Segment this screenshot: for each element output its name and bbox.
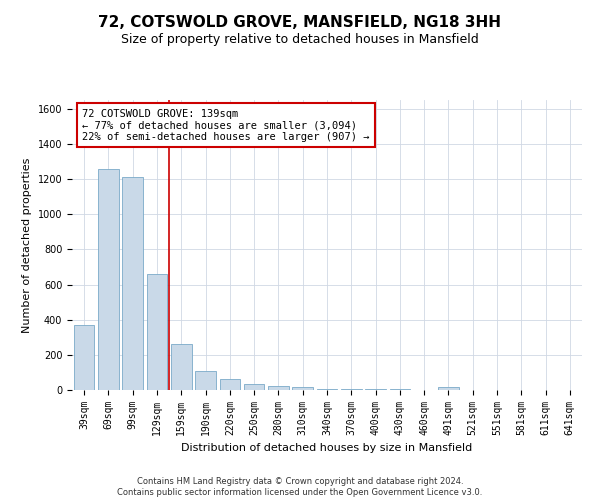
Bar — [122, 178, 143, 390]
Y-axis label: Number of detached properties: Number of detached properties — [22, 158, 32, 332]
Bar — [98, 168, 119, 390]
Bar — [171, 344, 191, 390]
Bar — [389, 388, 410, 390]
Text: 72 COTSWOLD GROVE: 139sqm
← 77% of detached houses are smaller (3,094)
22% of se: 72 COTSWOLD GROVE: 139sqm ← 77% of detac… — [82, 108, 370, 142]
Bar — [146, 274, 167, 390]
Bar — [341, 388, 362, 390]
Bar — [268, 386, 289, 390]
Bar — [438, 388, 459, 390]
Bar — [244, 384, 265, 390]
Bar — [195, 370, 216, 390]
Text: Size of property relative to detached houses in Mansfield: Size of property relative to detached ho… — [121, 32, 479, 46]
Bar — [317, 388, 337, 390]
X-axis label: Distribution of detached houses by size in Mansfield: Distribution of detached houses by size … — [181, 444, 473, 454]
Bar — [292, 388, 313, 390]
Text: 72, COTSWOLD GROVE, MANSFIELD, NG18 3HH: 72, COTSWOLD GROVE, MANSFIELD, NG18 3HH — [98, 15, 502, 30]
Bar — [74, 325, 94, 390]
Bar — [365, 388, 386, 390]
Text: Contains HM Land Registry data © Crown copyright and database right 2024.
Contai: Contains HM Land Registry data © Crown c… — [118, 478, 482, 497]
Bar — [220, 378, 240, 390]
